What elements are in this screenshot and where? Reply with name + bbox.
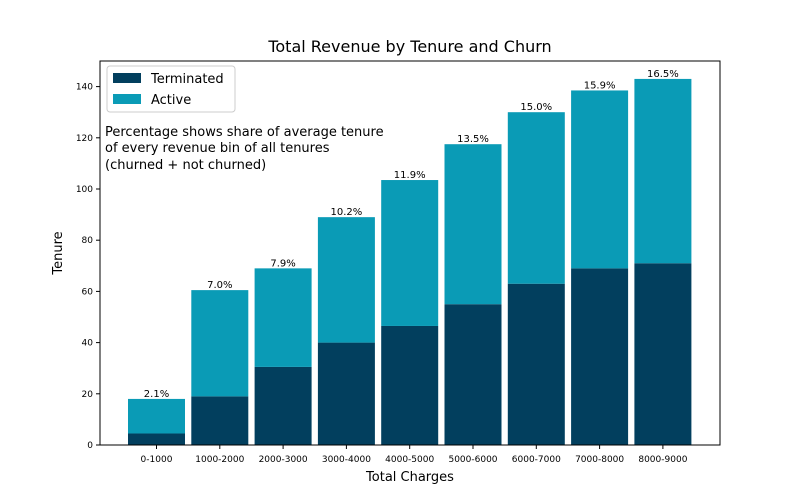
annotation-line-1: Percentage shows share of average tenure xyxy=(105,125,384,140)
bar-active-2000-3000 xyxy=(254,268,312,367)
x-tick-label: 3000-4000 xyxy=(322,455,371,465)
x-tick-label: 2000-3000 xyxy=(259,455,308,465)
bar-terminated-4000-5000 xyxy=(381,325,439,445)
y-tick-label: 80 xyxy=(82,236,94,246)
bar-data-label: 7.0% xyxy=(207,280,232,291)
x-tick-label: 7000-8000 xyxy=(575,455,624,465)
bar-active-3000-4000 xyxy=(317,217,375,343)
x-axis-ticks: 0-1000 1000-2000 2000-3000 3000-4000 4000-50… xyxy=(141,445,688,465)
bar-terminated-8000-9000 xyxy=(634,263,692,445)
legend: Terminated Active xyxy=(106,65,236,113)
bar-terminated-0-1000 xyxy=(128,433,185,445)
chart-title: Total Revenue by Tenure and Churn xyxy=(267,37,551,56)
bars-group xyxy=(128,78,692,445)
bar-data-label: 11.9% xyxy=(394,170,426,181)
bar-active-4000-5000 xyxy=(381,180,439,326)
x-tick-label: 6000-7000 xyxy=(512,455,561,465)
bar-labels-group: 2.1% 7.0% 7.9% 10.2% 11.9% 13.5% 15.0% 15.9% 16.… xyxy=(144,69,679,400)
x-axis-label: Total Charges xyxy=(365,470,454,485)
x-tick-label: 5000-6000 xyxy=(448,455,497,465)
bar-data-label: 16.5% xyxy=(647,69,679,80)
plot-frame xyxy=(99,60,721,446)
annotation-note: Percentage shows share of average tenure… xyxy=(105,125,384,173)
bar-terminated-3000-4000 xyxy=(317,342,375,445)
bar-terminated-5000-6000 xyxy=(444,304,502,445)
bar-active-7000-8000 xyxy=(571,90,629,269)
legend-swatch-terminated xyxy=(113,73,141,83)
bar-active-8000-9000 xyxy=(634,78,692,264)
annotation-line-3: (churned + not churned) xyxy=(105,158,266,173)
y-axis-label: Tenure xyxy=(51,231,66,275)
bar-data-label: 15.0% xyxy=(520,102,552,113)
bar-active-5000-6000 xyxy=(444,144,502,305)
y-tick-label: 140 xyxy=(76,83,93,93)
y-tick-label: 100 xyxy=(76,185,93,195)
y-axis-ticks: 0 20 40 60 80 100 120 140 xyxy=(76,83,100,451)
bar-data-label: 13.5% xyxy=(457,134,489,145)
annotation-line-2: of every revenue bin of all tenures xyxy=(105,141,330,156)
bar-terminated-6000-7000 xyxy=(507,283,565,445)
y-tick-label: 60 xyxy=(82,287,94,297)
bar-active-1000-2000 xyxy=(191,290,249,397)
y-tick-label: 20 xyxy=(82,390,94,400)
y-tick-label: 0 xyxy=(87,441,93,451)
x-tick-label: 1000-2000 xyxy=(195,455,244,465)
x-tick-label: 8000-9000 xyxy=(638,455,687,465)
y-tick-label: 40 xyxy=(82,339,94,349)
legend-swatch-active xyxy=(113,94,141,104)
legend-label-active: Active xyxy=(151,93,191,108)
bar-data-label: 15.9% xyxy=(584,80,616,91)
bar-terminated-1000-2000 xyxy=(191,396,249,445)
x-tick-label: 0-1000 xyxy=(141,455,173,465)
bar-data-label: 7.9% xyxy=(270,258,295,269)
bar-data-label: 10.2% xyxy=(331,207,363,218)
y-tick-label: 120 xyxy=(76,134,93,144)
bar-terminated-2000-3000 xyxy=(254,366,312,445)
legend-label-terminated: Terminated xyxy=(150,72,224,87)
bar-active-0-1000 xyxy=(128,398,185,434)
bar-data-label: 2.1% xyxy=(144,389,169,400)
bar-terminated-7000-8000 xyxy=(571,268,629,445)
bar-active-6000-7000 xyxy=(507,112,565,284)
x-tick-label: 4000-5000 xyxy=(385,455,434,465)
